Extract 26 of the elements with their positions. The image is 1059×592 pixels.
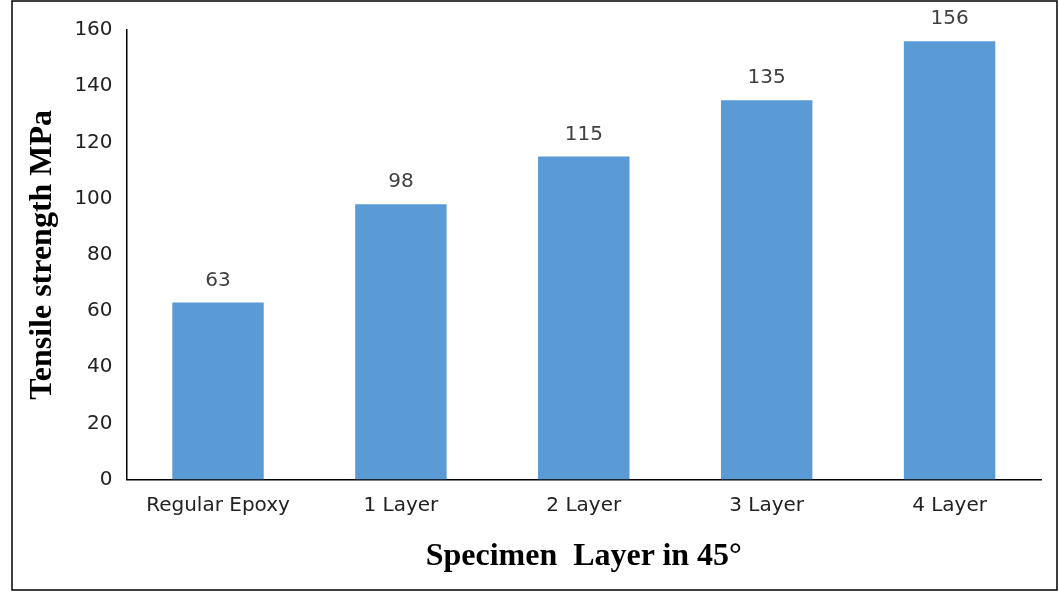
y-tick-label: 120	[74, 128, 113, 153]
data-label: 156	[930, 5, 969, 30]
x-tick-label: 2 Layer	[546, 491, 622, 516]
y-tick-label: 20	[87, 409, 113, 434]
x-axis-title: Specimen Layer in 45°	[425, 536, 742, 573]
data-label: 135	[747, 64, 786, 89]
x-tick-label: Regular Epoxy	[146, 491, 291, 516]
bar	[720, 100, 813, 480]
bar	[355, 204, 447, 480]
x-tick-label: 4 Layer	[912, 491, 988, 516]
x-tick-label: 1 Layer	[363, 491, 440, 516]
data-label: 98	[388, 168, 414, 193]
bar	[172, 302, 264, 480]
y-axis-title: Tensile strength MPa	[22, 109, 59, 400]
y-tick-label: 80	[87, 241, 113, 265]
y-tick-label: 0	[99, 465, 113, 490]
x-tick-label: 3 Layer	[729, 491, 805, 516]
bar	[538, 156, 630, 480]
data-label: 115	[564, 120, 603, 145]
y-tick-label: 160	[74, 16, 113, 41]
y-tick-label: 60	[87, 297, 113, 322]
y-tick-label: 140	[74, 72, 113, 97]
data-label: 63	[205, 266, 231, 291]
y-tick-label: 40	[87, 353, 113, 378]
bar	[903, 41, 996, 480]
y-tick-label: 100	[74, 184, 113, 209]
